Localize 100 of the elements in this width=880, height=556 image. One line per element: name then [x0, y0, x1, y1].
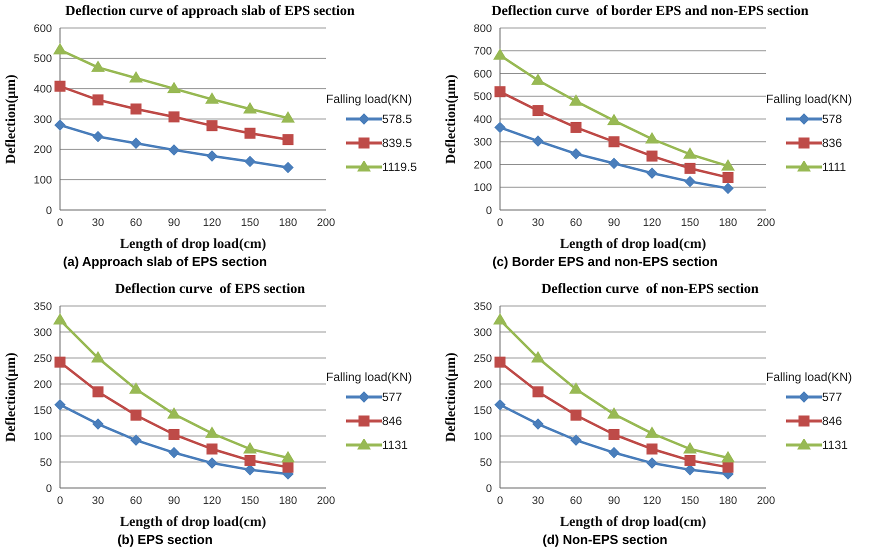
- point: [494, 356, 506, 368]
- point: [206, 458, 218, 469]
- legend-label: 836: [822, 136, 842, 150]
- point: [168, 447, 180, 458]
- y-tick-label: 50: [40, 456, 52, 469]
- legend-label: 1119.5: [382, 160, 417, 174]
- legend-label: 846: [822, 414, 842, 428]
- point: [608, 447, 620, 458]
- legend-label: 578: [822, 112, 842, 126]
- y-tick-label: 200: [474, 378, 492, 391]
- point: [722, 182, 734, 194]
- point: [168, 82, 180, 94]
- x-tick-label: 180: [278, 216, 298, 229]
- point: [54, 399, 66, 410]
- point: [722, 462, 734, 473]
- legend-label: 1111: [822, 160, 846, 174]
- point: [608, 408, 620, 419]
- point: [532, 74, 544, 85]
- point: [282, 112, 294, 123]
- legend-label: 577: [382, 390, 402, 404]
- y-tick-label: 300: [474, 326, 492, 339]
- point: [646, 426, 658, 438]
- y-tick-label: 200: [474, 159, 492, 172]
- y-axis-title: Deflection(μm): [4, 74, 19, 164]
- point: [168, 408, 180, 419]
- point: [54, 314, 66, 325]
- x-tick-label: 180: [278, 494, 298, 507]
- point: [684, 176, 696, 188]
- point: [244, 156, 256, 167]
- x-tick-label: 120: [202, 494, 222, 507]
- point: [532, 386, 544, 398]
- x-tick-label: 60: [570, 494, 582, 507]
- x-tick-label: 30: [92, 494, 104, 507]
- x-tick-label: 0: [496, 494, 504, 507]
- y-tick-label: 0: [46, 204, 52, 217]
- point: [130, 72, 142, 83]
- legend-label: 839.5: [382, 136, 412, 150]
- x-tick-label: 150: [240, 494, 260, 507]
- y-tick-label: 500: [474, 91, 492, 104]
- x-tick-label: 90: [608, 494, 620, 507]
- point: [168, 428, 180, 440]
- y-tick-label: 100: [34, 430, 52, 443]
- point: [206, 444, 218, 454]
- y-tick-label: 200: [34, 144, 52, 156]
- x-tick-label: 0: [496, 216, 504, 229]
- point: [608, 114, 620, 126]
- x-axis-title: Length of drop load(cm): [120, 237, 267, 252]
- point: [646, 458, 658, 469]
- point: [244, 464, 256, 476]
- y-tick-label: 100: [34, 174, 52, 187]
- point: [92, 94, 104, 106]
- legend-label: 1131: [822, 438, 848, 452]
- y-tick-label: 250: [34, 352, 52, 365]
- x-tick-label: 150: [680, 216, 700, 229]
- x-tick-label: 200: [316, 494, 336, 507]
- y-tick-label: 0: [486, 482, 492, 495]
- y-tick-label: 400: [34, 84, 52, 96]
- point: [532, 352, 544, 362]
- x-tick-label: 120: [642, 494, 662, 507]
- y-axis-title: Deflection(μm): [444, 74, 459, 164]
- point: [570, 122, 582, 133]
- point: [206, 120, 218, 132]
- y-axis-title: Deflection(μm): [444, 352, 459, 442]
- y-tick-label: 300: [34, 326, 52, 339]
- point: [92, 386, 104, 398]
- point: [684, 148, 696, 159]
- point: [130, 410, 142, 421]
- x-tick-label: 60: [130, 494, 142, 507]
- y-tick-label: 300: [34, 114, 52, 126]
- point: [608, 428, 620, 440]
- y-tick-label: 0: [486, 204, 492, 217]
- point: [494, 314, 506, 325]
- point: [684, 454, 696, 466]
- point: [92, 60, 104, 72]
- x-tick-label: 90: [168, 494, 180, 507]
- point: [494, 399, 506, 410]
- chart-title: Deflection curve of border EPS and non-EPS section: [490, 3, 810, 21]
- y-tick-label: 300: [474, 136, 492, 149]
- chart-title: Deflection curve of approach slab of EPS section: [64, 3, 356, 21]
- legend-label: 1131: [382, 438, 408, 452]
- point: [244, 102, 256, 114]
- y-tick-label: 100: [474, 430, 492, 443]
- x-tick-label: 180: [718, 216, 738, 229]
- point: [646, 444, 658, 454]
- x-tick-label: 200: [756, 494, 776, 507]
- x-tick-label: 180: [718, 494, 738, 507]
- point: [168, 111, 180, 122]
- x-tick-label: 150: [240, 216, 260, 229]
- point: [570, 94, 582, 106]
- point: [608, 158, 620, 169]
- y-tick-label: 350: [474, 300, 492, 313]
- text: (b) EPS section: [116, 532, 214, 549]
- point: [168, 144, 180, 156]
- x-tick-label: 60: [570, 216, 582, 229]
- point: [532, 105, 544, 116]
- point: [54, 80, 66, 92]
- x-tick-label: 60: [130, 216, 142, 229]
- point: [206, 92, 218, 104]
- point: [282, 451, 294, 462]
- point: [54, 120, 66, 131]
